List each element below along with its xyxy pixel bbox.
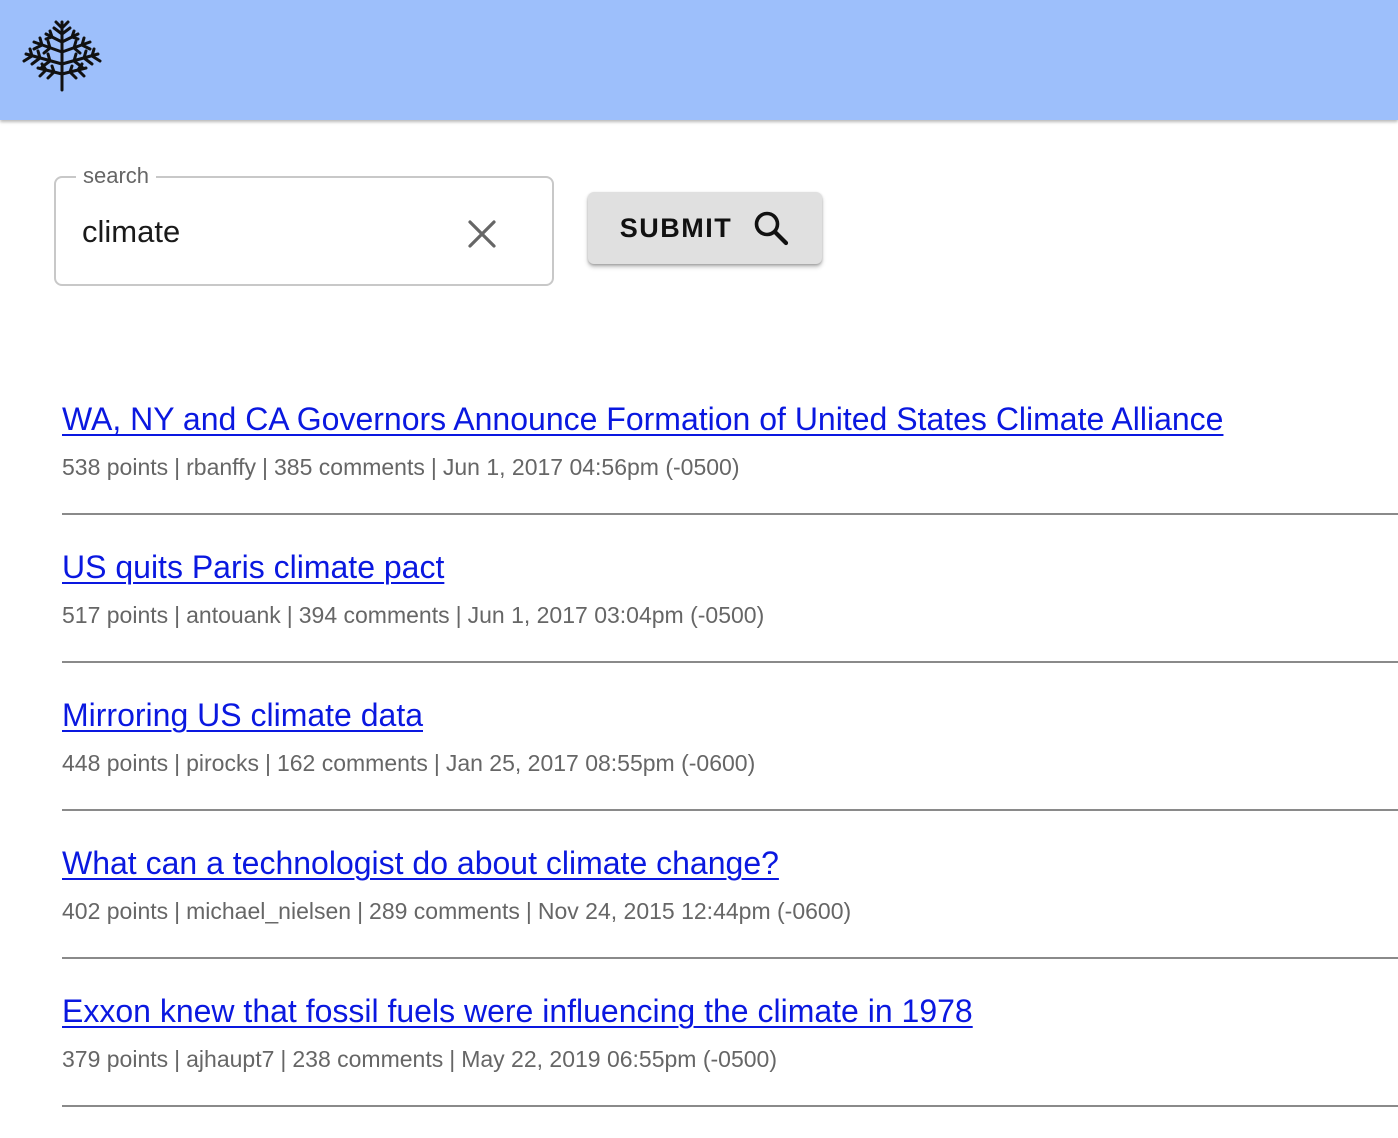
list-item: Exxon knew that fossil fuels were influe… xyxy=(62,988,1398,1136)
result-author: antouank xyxy=(186,602,281,628)
submit-label: SUBMIT xyxy=(619,212,733,243)
list-item: US quits Paris climate pact 517 points | a… xyxy=(62,544,1398,692)
app-bar xyxy=(0,0,1398,120)
result-date: May 22, 2019 06:55pm (-0500) xyxy=(461,1046,778,1072)
pine-tree-icon[interactable] xyxy=(20,18,104,94)
result-meta: 538 points | rbanffy | 385 comments | Jun 1, 2… xyxy=(62,454,740,480)
result-title-link[interactable]: US quits Paris climate pact xyxy=(62,549,445,585)
search-icon xyxy=(754,211,789,246)
result-author: rbanffy xyxy=(186,454,257,480)
result-comments: 385 comments xyxy=(274,454,425,480)
result-date: Nov 24, 2015 12:44pm (-0600) xyxy=(537,898,852,924)
clear-search-button[interactable] xyxy=(460,212,504,256)
result-meta: 517 points | antouank | 394 comments | Jun 1, … xyxy=(62,602,765,628)
results-list: WA, NY and CA Governors Announce Formati… xyxy=(62,396,1398,1136)
list-item: Mirroring US climate data 448 points | pir… xyxy=(62,692,1398,840)
divider xyxy=(62,809,1398,811)
result-points: 379 points xyxy=(62,1046,169,1072)
divider xyxy=(62,513,1398,515)
result-meta: 402 points | michael_nielsen | 289 comments |… xyxy=(62,898,852,924)
result-comments: 162 comments xyxy=(276,750,428,776)
close-icon xyxy=(468,220,496,248)
result-title-link[interactable]: Mirroring US climate data xyxy=(62,697,423,733)
result-author: pirocks xyxy=(186,750,259,776)
result-title-link[interactable]: WA, NY and CA Governors Announce Formati… xyxy=(62,401,1224,437)
list-item: What can a technologist do about climate… xyxy=(62,840,1398,988)
result-author: michael_nielsen xyxy=(186,898,352,924)
result-points: 448 points xyxy=(62,750,169,776)
result-title-link[interactable]: What can a technologist do about climate… xyxy=(62,845,779,881)
result-author: ajhaupt7 xyxy=(186,1046,275,1072)
divider xyxy=(62,1105,1398,1107)
divider xyxy=(62,957,1398,959)
result-date: Jun 1, 2017 04:56pm (-0500) xyxy=(442,454,740,480)
result-title-link[interactable]: Exxon knew that fossil fuels were influe… xyxy=(62,993,973,1029)
result-points: 517 points xyxy=(62,602,169,628)
result-date: Jun 1, 2017 03:04pm (-0500) xyxy=(467,602,765,628)
search-label: search xyxy=(76,162,157,190)
result-comments: 394 comments xyxy=(298,602,450,628)
result-meta: 379 points | ajhaupt7 | 238 comments | May 22,… xyxy=(62,1046,778,1072)
result-points: 538 points xyxy=(62,454,169,480)
result-comments: 289 comments xyxy=(369,898,520,924)
list-item: WA, NY and CA Governors Announce Formati… xyxy=(62,396,1398,544)
result-points: 402 points xyxy=(62,898,169,924)
result-comments: 238 comments xyxy=(292,1046,444,1072)
divider xyxy=(62,661,1398,663)
submit-button[interactable]: SUBMIT xyxy=(588,192,822,264)
search-input[interactable] xyxy=(82,208,442,256)
result-meta: 448 points | pirocks | 162 comments | Jan 25, … xyxy=(62,750,756,776)
search-field[interactable]: search xyxy=(54,162,554,286)
result-date: Jan 25, 2017 08:55pm (-0600) xyxy=(445,750,756,776)
